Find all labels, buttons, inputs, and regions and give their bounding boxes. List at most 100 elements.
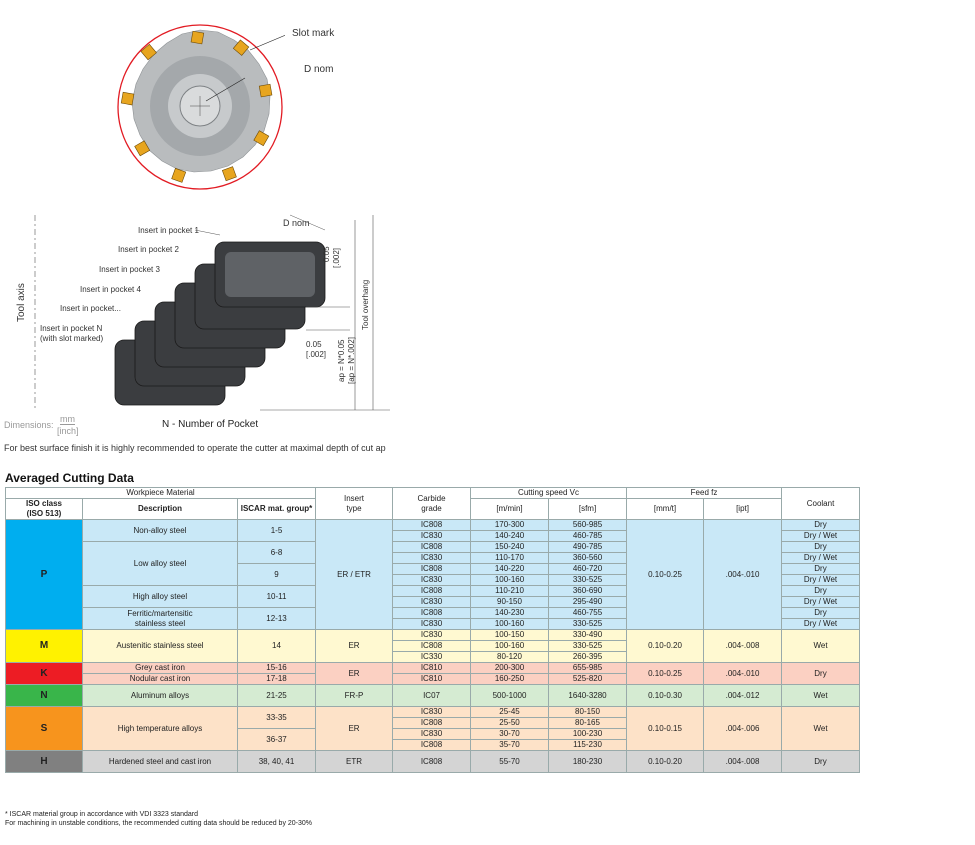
ap-inch-label: [ap = N*.002] [347, 337, 356, 384]
feed-mm-n: 0.10-0.30 [626, 684, 705, 707]
section-title: Averaged Cutting Data [5, 471, 134, 485]
table-row: P Non-alloy steel 1-5 ER / ETR IC808 170-… [5, 519, 861, 630]
dim-005-top: 0.05 [322, 246, 331, 262]
table-row: S High temperature alloys 33-35 ER IC830… [5, 706, 861, 751]
table-row: Ferritic/martensitic stainless steel 12-1… [5, 607, 861, 630]
grade-cell: IC808 [392, 519, 472, 531]
insert-label-2: Insert in pocket 2 [118, 245, 179, 254]
desc-k2: Nodular cast iron [82, 673, 238, 685]
mat-s2: 36-37 [236, 728, 317, 751]
speed-sfm-cell: 525-820 [548, 673, 628, 685]
speed-m-cell: 90-150 [470, 596, 550, 608]
table-row: 36-37 IC830 30-70 100-230 [5, 728, 860, 751]
insert-m: ER [315, 629, 394, 663]
table-row: IC830 100-160 330-525 Dry / Wet [5, 618, 861, 630]
speed-m-cell: 140-230 [470, 607, 550, 619]
speed-m-cell: 110-170 [470, 552, 550, 564]
mat-h: 38, 40, 41 [236, 750, 317, 773]
footnote-unstable: For machining in unstable conditions, th… [5, 820, 313, 827]
speed-sfm-cell: 655-985 [548, 662, 628, 674]
speed-m-cell: 25-50 [470, 717, 550, 729]
table-row: M Austenitic stainless steel 14 ER IC830… [5, 629, 861, 663]
desc-n: Aluminum alloys [82, 684, 238, 707]
slot-mark-label: Slot mark [292, 28, 335, 39]
hdr-m-min: [m/min] [470, 498, 550, 520]
dimensions-label: Dimensions: [4, 420, 54, 430]
speed-sfm-cell: 180-230 [548, 750, 628, 773]
grade-cell: IC808 [392, 640, 472, 652]
hdr-feed: Feed fz [626, 487, 783, 499]
coolant-cell: Dry [781, 585, 861, 597]
hdr-insert-type: Insert type [315, 487, 394, 520]
dim-002-top: [.002] [332, 247, 341, 268]
mat-n: 21-25 [236, 684, 317, 707]
grade-cell: IC808 [392, 717, 472, 729]
speed-sfm-cell: 560-985 [548, 519, 628, 531]
grade-cell: IC830 [392, 552, 472, 564]
insert-h: ETR [315, 750, 394, 773]
speed-m-cell: 140-220 [470, 563, 550, 575]
hdr-ipt: [ipt] [703, 498, 783, 520]
desc-s: High temperature alloys [82, 706, 238, 751]
feed-in-m: .004-.008 [703, 629, 783, 663]
speed-sfm-cell: 360-690 [548, 585, 628, 597]
coolant-cell: Dry / Wet [781, 574, 861, 586]
hdr-workpiece-material: Workpiece Material [4, 487, 317, 499]
speed-sfm-cell: 80-150 [548, 706, 628, 718]
hdr-description: Description [82, 498, 238, 520]
speed-m-cell: 500-1000 [470, 684, 550, 707]
coolant-k: Dry [781, 662, 861, 685]
table-row: H Hardened steel and cast iron 38, 40, 4… [5, 750, 861, 773]
pocket-diagram [34, 214, 390, 411]
grade-cell: IC808 [392, 750, 472, 773]
speed-m-cell: 100-160 [470, 574, 550, 586]
desc-p4: Ferritic/martensitic stainless steel [82, 607, 238, 630]
grade-cell: IC830 [392, 629, 472, 641]
feed-mm-s: 0.10-0.15 [626, 706, 705, 751]
grade-cell: IC07 [392, 684, 472, 707]
coolant-cell: Dry / Wet [781, 552, 861, 564]
speed-m-cell: 200-300 [470, 662, 550, 674]
speed-m-cell: 170-300 [470, 519, 550, 531]
footnote-vdi: * ISCAR material group in accordance wit… [5, 811, 198, 818]
mat-p2b: 9 [236, 563, 317, 586]
feed-in-n: .004-.012 [703, 684, 783, 707]
speed-sfm-cell: 460-755 [548, 607, 628, 619]
insert-label-n: Insert in pocket N [40, 324, 103, 333]
grade-cell: IC830 [392, 706, 472, 718]
speed-sfm-cell: 295-490 [548, 596, 628, 608]
tool-overhang-label: Tool overhang [361, 279, 370, 330]
feed-mm-m: 0.10-0.20 [626, 629, 705, 663]
surface-finish-note: For best surface finish it is highly rec… [4, 443, 386, 453]
hdr-cutting-speed: Cutting speed Vc [470, 487, 628, 499]
feed-in-s: .004-.006 [703, 706, 783, 751]
d-nom-label-diagram: D nom [283, 218, 310, 228]
iso-group-k: K [5, 662, 83, 685]
mat-k2: 17-18 [236, 673, 317, 685]
feed-mm-h: 0.10-0.20 [626, 750, 705, 773]
mat-p2a: 6-8 [236, 541, 317, 564]
speed-sfm-cell: 330-525 [548, 574, 628, 586]
mat-k1: 15-16 [236, 662, 317, 674]
n-pockets-label: N - Number of Pocket [162, 419, 259, 430]
coolant-cell: Dry / Wet [781, 530, 861, 542]
grade-cell: IC808 [392, 541, 472, 553]
speed-m-cell: 80-120 [470, 651, 550, 663]
table-row: IC830 90-150 295-490 Dry / Wet [5, 596, 861, 608]
speed-m-cell: 110-210 [470, 585, 550, 597]
dim-005-bottom: 0.05 [306, 340, 322, 349]
mat-s1: 33-35 [236, 706, 317, 729]
table-row: N Aluminum alloys 21-25 FR-P IC07 500-100… [5, 684, 861, 707]
hdr-mm-t: [mm/t] [626, 498, 705, 520]
speed-sfm-cell: 490-785 [548, 541, 628, 553]
grade-cell: IC808 [392, 607, 472, 619]
hdr-iso-class: ISO class (ISO 513) [5, 498, 83, 520]
speed-sfm-cell: 360-560 [548, 552, 628, 564]
speed-m-cell: 25-45 [470, 706, 550, 718]
grade-cell: IC808 [392, 563, 472, 575]
grade-cell: IC330 [392, 651, 472, 663]
speed-m-cell: 30-70 [470, 728, 550, 740]
feed-mm-p: 0.10-0.25 [626, 519, 705, 630]
insert-label-5: Insert in pocket... [60, 304, 121, 313]
grade-cell: IC808 [392, 739, 472, 751]
